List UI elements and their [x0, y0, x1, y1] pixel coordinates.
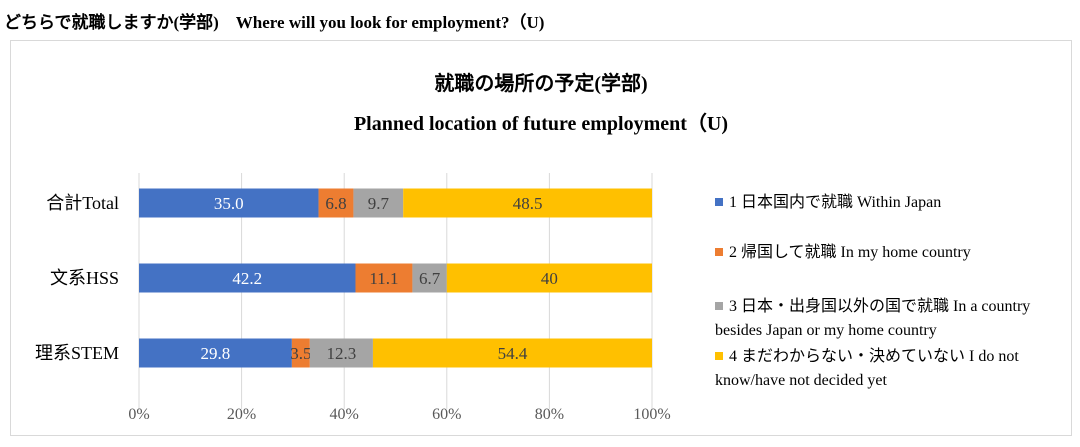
chart-title: 就職の場所の予定(学部) — [434, 73, 648, 95]
x-tick-label: 20% — [227, 406, 256, 423]
bar-segment — [446, 263, 652, 293]
legend-swatch — [715, 352, 723, 360]
bar-segment — [412, 263, 447, 293]
bar-segment — [139, 263, 356, 293]
legend-label: 4 まだわからない・決めていない I do not — [715, 345, 1067, 369]
legend-swatch — [715, 248, 723, 256]
data-label: 42.2 — [232, 269, 262, 288]
data-label: 3.5 — [290, 344, 311, 363]
bar-segment — [353, 188, 404, 218]
category-label: 理系STEM — [35, 343, 119, 363]
legend-label: know/have not decided yet — [715, 372, 887, 389]
chart-frame: 就職の場所の予定(学部) Planned location of future … — [10, 40, 1072, 436]
bar-segment — [355, 263, 413, 293]
page-heading: どちらで就職しますか(学部) Where will you look for e… — [4, 13, 545, 32]
legend-swatch — [715, 302, 723, 310]
legend-label: 3 日本・出身国以外の国で就職 In a country — [715, 295, 1067, 319]
legend-swatch — [715, 198, 723, 206]
bar-segment — [318, 188, 354, 218]
data-label: 6.7 — [419, 269, 441, 288]
data-label: 12.3 — [327, 344, 357, 363]
data-label: 11.1 — [369, 269, 398, 288]
bar-segment — [372, 338, 652, 368]
bar-segment — [139, 188, 319, 218]
legend-item: 1 日本国内で就職 Within Japan — [715, 191, 1067, 215]
bar-segment — [309, 338, 373, 368]
data-label: 9.7 — [368, 194, 390, 213]
data-label: 54.4 — [498, 344, 528, 363]
bar-segment — [139, 338, 292, 368]
x-tick-label: 100% — [633, 406, 670, 423]
category-label: 文系HSS — [50, 268, 119, 288]
data-label: 48.5 — [513, 194, 543, 213]
legend-label: 1 日本国内で就職 Within Japan — [715, 191, 1067, 215]
x-tick-label: 40% — [330, 406, 359, 423]
data-label: 40 — [541, 269, 558, 288]
x-tick-label: 80% — [535, 406, 564, 423]
category-label: 合計Total — [46, 193, 119, 213]
chart-plot: 0% 20% 40% 60% 80% 100% 合計Total 35.0 6.8 9.7 48.5 文… — [35, 173, 671, 423]
data-label: 29.8 — [201, 344, 231, 363]
chart-subtitle: Planned location of future employment（U) — [353, 113, 729, 135]
x-tick-label: 60% — [432, 406, 461, 423]
legend-label: 2 帰国して就職 In my home country — [715, 241, 1067, 265]
legend-item: 3 日本・出身国以外の国で就職 In a country besides Japa… — [715, 295, 1067, 343]
legend-item: 2 帰国して就職 In my home country — [715, 241, 1067, 265]
bar-segment — [291, 338, 310, 368]
data-label: 35.0 — [214, 194, 244, 213]
bar-segment — [403, 188, 652, 218]
legend-item: 4 まだわからない・決めていない I do not know/have not d… — [715, 345, 1067, 393]
x-tick-label: 0% — [128, 406, 149, 423]
data-label: 6.8 — [325, 194, 346, 213]
legend-label: besides Japan or my home country — [715, 322, 937, 339]
